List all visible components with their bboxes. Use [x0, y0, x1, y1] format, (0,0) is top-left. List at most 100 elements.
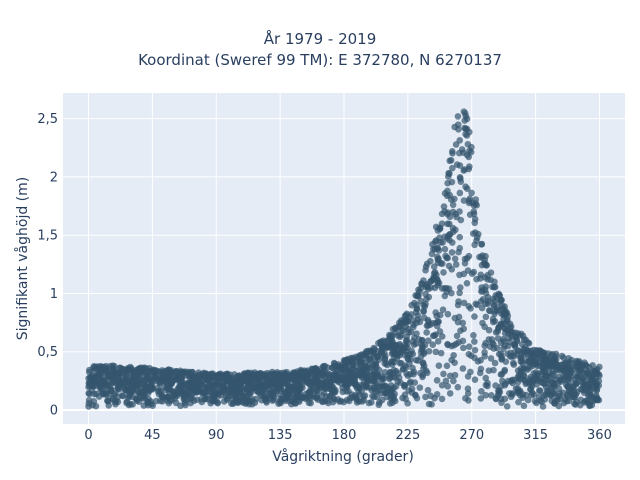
- data-point: [464, 390, 472, 397]
- y-tick-label: 0: [50, 404, 58, 419]
- data-point: [296, 396, 303, 404]
- data-point: [422, 300, 429, 308]
- data-point: [447, 196, 455, 203]
- data-point: [540, 351, 548, 359]
- data-point: [447, 156, 455, 164]
- data-point: [312, 364, 319, 372]
- data-point: [346, 394, 354, 402]
- data-point: [477, 365, 485, 373]
- data-point: [394, 332, 402, 339]
- data-points: [85, 108, 603, 410]
- data-point: [517, 354, 524, 362]
- data-point: [419, 359, 427, 366]
- data-point: [449, 164, 456, 172]
- data-point: [377, 338, 384, 346]
- x-tick-label: 225: [395, 428, 420, 443]
- data-point: [455, 248, 462, 256]
- data-point: [171, 390, 178, 398]
- data-point: [86, 368, 93, 376]
- data-point: [404, 318, 412, 325]
- data-point: [422, 283, 430, 291]
- data-point: [519, 360, 527, 367]
- data-point: [198, 395, 205, 403]
- data-point: [374, 352, 382, 360]
- data-point: [358, 351, 365, 358]
- data-point: [530, 370, 538, 377]
- data-point: [460, 299, 468, 307]
- data-point: [524, 339, 532, 346]
- data-point: [380, 375, 388, 383]
- data-point: [380, 344, 387, 351]
- data-point: [490, 301, 498, 309]
- data-point: [525, 357, 532, 365]
- data-point: [452, 141, 460, 148]
- data-point: [408, 389, 416, 396]
- data-point: [154, 368, 162, 375]
- data-point: [471, 219, 479, 227]
- data-point: [102, 368, 110, 375]
- data-point: [381, 356, 389, 363]
- data-point: [472, 300, 479, 308]
- data-point: [424, 386, 432, 394]
- data-point: [129, 401, 136, 408]
- data-point: [461, 124, 468, 132]
- data-point: [482, 289, 490, 297]
- data-point: [314, 396, 322, 404]
- data-point: [211, 382, 219, 390]
- data-point: [109, 379, 116, 386]
- data-point: [123, 398, 131, 405]
- data-point: [413, 330, 420, 337]
- axis-ticks: 0 45 90 135 180 225 270 315 360 0 0,5 1 1,5 2 2,5: [37, 112, 612, 443]
- data-point: [464, 140, 472, 148]
- data-point: [257, 392, 264, 399]
- data-point: [422, 290, 429, 298]
- data-point: [468, 270, 476, 277]
- data-point: [107, 362, 114, 370]
- data-point: [471, 313, 478, 320]
- data-point: [391, 390, 398, 398]
- data-point: [589, 362, 596, 369]
- data-point: [486, 343, 494, 350]
- data-point: [468, 189, 475, 197]
- data-point: [119, 392, 126, 399]
- data-point: [385, 384, 392, 392]
- data-point: [417, 353, 425, 361]
- data-point: [432, 348, 440, 356]
- data-point: [427, 392, 434, 400]
- data-point: [226, 375, 233, 382]
- data-point: [175, 374, 183, 382]
- data-point: [545, 375, 552, 383]
- data-point: [429, 341, 437, 348]
- data-point: [429, 276, 437, 284]
- data-point: [492, 382, 499, 389]
- data-point: [551, 383, 558, 391]
- data-point: [471, 346, 479, 354]
- data-point: [467, 148, 475, 156]
- data-point: [395, 370, 402, 377]
- data-point: [453, 332, 461, 340]
- data-point: [312, 380, 320, 387]
- data-point: [136, 389, 143, 396]
- data-point: [332, 363, 340, 370]
- data-point: [162, 378, 169, 386]
- data-point: [425, 337, 432, 344]
- data-point: [452, 261, 460, 268]
- data-point: [467, 368, 474, 376]
- data-point: [435, 247, 443, 254]
- data-point: [451, 314, 459, 322]
- data-point: [491, 359, 499, 367]
- data-point: [298, 382, 306, 389]
- data-point: [474, 357, 482, 365]
- data-point: [465, 165, 473, 173]
- data-point: [573, 380, 580, 388]
- data-point: [404, 339, 411, 347]
- data-point: [364, 349, 372, 356]
- data-point: [402, 311, 410, 319]
- data-point: [551, 400, 558, 407]
- data-point: [370, 393, 378, 401]
- data-point: [399, 327, 407, 334]
- data-point: [408, 311, 415, 318]
- data-point: [471, 241, 478, 249]
- data-point: [440, 370, 447, 378]
